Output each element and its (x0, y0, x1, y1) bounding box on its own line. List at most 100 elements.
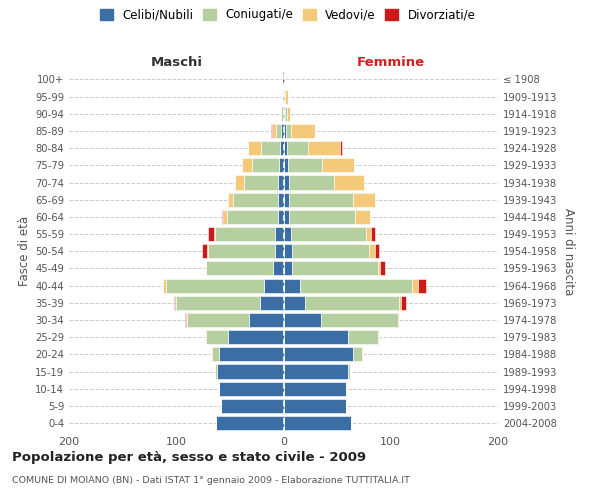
Bar (221, 399, 284, 413)
Text: Maschi: Maschi (150, 56, 202, 69)
Bar (284, 296, 305, 310)
Bar (253, 158, 279, 172)
Bar (242, 158, 253, 172)
Bar (284, 364, 348, 378)
Bar (284, 399, 346, 413)
Bar (284, 176, 289, 190)
Bar (291, 227, 366, 241)
Bar (186, 313, 187, 327)
Bar (260, 296, 284, 310)
Bar (355, 210, 370, 224)
Bar (284, 141, 287, 155)
Bar (284, 348, 353, 362)
Bar (362, 348, 363, 362)
Bar (374, 244, 379, 258)
Bar (288, 158, 322, 172)
Bar (281, 124, 284, 138)
Bar (271, 124, 272, 138)
Bar (233, 192, 278, 207)
Bar (175, 296, 176, 310)
Bar (284, 244, 292, 258)
Bar (284, 90, 288, 104)
Bar (284, 210, 289, 224)
Bar (353, 192, 374, 207)
Bar (202, 244, 208, 258)
Bar (228, 330, 284, 344)
Bar (370, 244, 374, 258)
Bar (216, 416, 284, 430)
Bar (219, 348, 284, 362)
Bar (176, 296, 260, 310)
Bar (278, 176, 284, 190)
Bar (283, 90, 284, 104)
Bar (205, 330, 206, 344)
Bar (227, 210, 278, 224)
Bar (348, 364, 350, 378)
Bar (275, 227, 284, 241)
Text: Femmine: Femmine (356, 56, 425, 69)
Bar (289, 210, 355, 224)
Bar (308, 141, 340, 155)
Bar (185, 313, 186, 327)
Bar (289, 176, 334, 190)
Bar (401, 296, 406, 310)
Bar (353, 348, 362, 362)
Bar (280, 141, 284, 155)
Bar (228, 192, 233, 207)
Text: Popolazione per età, sesso e stato civile - 2009: Popolazione per età, sesso e stato civil… (12, 451, 366, 464)
Bar (348, 330, 378, 344)
Bar (340, 141, 343, 155)
Text: COMUNE DI MOIANO (BN) - Dati ISTAT 1° gennaio 2009 - Elaborazione TUTTITALIA.IT: COMUNE DI MOIANO (BN) - Dati ISTAT 1° ge… (12, 476, 410, 485)
Bar (378, 330, 379, 344)
Bar (284, 416, 351, 430)
Bar (206, 262, 273, 276)
Bar (283, 72, 284, 86)
Bar (418, 278, 426, 292)
Bar (275, 244, 284, 258)
Bar (321, 313, 398, 327)
Bar (284, 262, 292, 276)
Y-axis label: Anni di nascita: Anni di nascita (562, 208, 575, 295)
Bar (292, 244, 370, 258)
Bar (378, 262, 380, 276)
Bar (187, 313, 249, 327)
Bar (284, 313, 321, 327)
Bar (248, 141, 261, 155)
Bar (305, 296, 400, 310)
Bar (299, 278, 412, 292)
Bar (371, 227, 374, 241)
Bar (292, 262, 378, 276)
Bar (219, 382, 284, 396)
Bar (261, 141, 280, 155)
Bar (284, 382, 346, 396)
Bar (284, 227, 291, 241)
Bar (284, 124, 286, 138)
Bar (235, 176, 244, 190)
Bar (272, 124, 276, 138)
Bar (174, 296, 175, 310)
Bar (366, 227, 371, 241)
Bar (287, 141, 308, 155)
Bar (208, 227, 214, 241)
Bar (264, 278, 284, 292)
Bar (287, 107, 290, 121)
Bar (284, 192, 289, 207)
Bar (163, 278, 166, 292)
Bar (215, 364, 217, 378)
Bar (334, 176, 364, 190)
Bar (249, 313, 284, 327)
Bar (206, 330, 228, 344)
Bar (279, 158, 284, 172)
Bar (412, 278, 418, 292)
Bar (281, 107, 284, 121)
Bar (244, 176, 278, 190)
Bar (278, 210, 284, 224)
Bar (284, 158, 288, 172)
Bar (286, 124, 291, 138)
Bar (291, 124, 314, 138)
Bar (217, 364, 284, 378)
Y-axis label: Fasce di età: Fasce di età (18, 216, 31, 286)
Bar (380, 262, 385, 276)
Bar (284, 107, 287, 121)
Bar (273, 262, 284, 276)
